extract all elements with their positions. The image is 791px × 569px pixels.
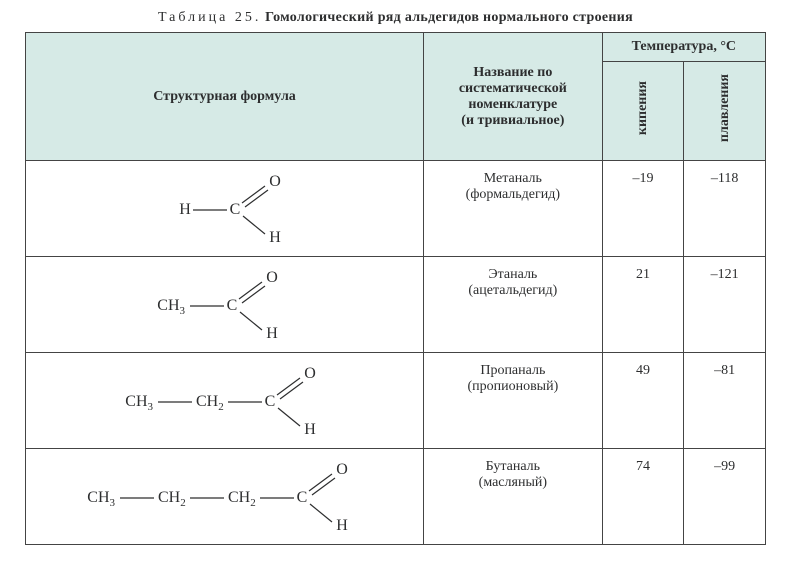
formula-cell: CH3 CH2 CH2 C O H (26, 449, 424, 545)
atom-c: C (296, 489, 307, 506)
compound-name: Этаналь (430, 267, 596, 283)
atom-c: C (226, 297, 237, 314)
formula-cell: CH3 CH2 C O H (26, 353, 424, 449)
atom-ch2: CH2 (196, 393, 224, 413)
compound-name: Метаналь (430, 171, 596, 187)
th-formula-text: Структурная формула (153, 89, 296, 104)
atom-o: O (304, 365, 316, 382)
name-cell: Бутаналь (масляный) (424, 449, 603, 545)
compound-trivial: (масляный) (430, 475, 596, 491)
formula-cell: CH3 C O H (26, 257, 424, 353)
boil-cell: –19 (602, 161, 684, 257)
structure-ethanal: CH3 C O H (110, 262, 340, 348)
th-name: Название по систематической номенклатуре… (424, 33, 603, 161)
th-formula: Структурная формула (26, 33, 424, 161)
melt-cell: –118 (684, 161, 766, 257)
melt-cell: –99 (684, 449, 766, 545)
table-caption: Таблица 25. Гомологический ряд альдегидо… (25, 10, 766, 26)
boil-cell: 49 (602, 353, 684, 449)
th-temp-group: Температура, °C (602, 33, 765, 62)
atom-o: O (269, 173, 281, 190)
atom-o: O (336, 461, 348, 478)
compound-name: Пропаналь (430, 363, 596, 379)
table-row: CH3 CH2 CH2 C O H Бутаналь (масляный) (26, 449, 766, 545)
compound-name: Бутаналь (430, 459, 596, 475)
aldehydes-table: Структурная формула Название по системат… (25, 32, 766, 545)
caption-label: Таблица 25. (158, 10, 261, 25)
th-melt: плавления (684, 62, 766, 161)
table-row: CH3 C O H Этаналь (ацетальдегид) 21 –121 (26, 257, 766, 353)
boil-cell: 21 (602, 257, 684, 353)
compound-trivial: (формальдегид) (430, 187, 596, 203)
atom-c: C (229, 201, 240, 218)
boil-cell: 74 (602, 449, 684, 545)
th-boil-text: кипения (635, 75, 651, 141)
atom-ch3: CH3 (125, 393, 153, 413)
th-boil: кипения (602, 62, 684, 161)
atom-ch2: CH2 (158, 489, 186, 509)
th-name-l1: Название по (473, 65, 552, 80)
atom-o: O (266, 269, 278, 286)
structure-propanal: CH3 CH2 C O H (75, 358, 375, 444)
name-cell: Метаналь (формальдегид) (424, 161, 603, 257)
name-cell: Этаналь (ацетальдегид) (424, 257, 603, 353)
table-row: CH3 CH2 C O H Пропаналь (пропионовый) 49… (26, 353, 766, 449)
compound-trivial: (ацетальдегид) (430, 283, 596, 299)
melt-cell: –121 (684, 257, 766, 353)
atom-ch2: CH2 (228, 489, 256, 509)
th-name-l3: номенклатуре (468, 97, 557, 112)
atom-ch3: CH3 (157, 297, 185, 317)
melt-cell: –81 (684, 353, 766, 449)
atom-h: H (179, 201, 191, 218)
atom-h: H (266, 325, 278, 342)
structure-butanal: CH3 CH2 CH2 C O H (45, 454, 405, 540)
atom-ch3: CH3 (87, 489, 115, 509)
compound-trivial: (пропионовый) (430, 379, 596, 395)
th-name-l2: систематической (459, 81, 567, 96)
atom-h: H (336, 517, 348, 534)
atom-c: C (264, 393, 275, 410)
caption-title: Гомологический ряд альдегидов нормальног… (265, 10, 633, 25)
structure-methanal: H C O H (125, 166, 325, 252)
atom-h: H (269, 229, 281, 246)
atom-h: H (304, 421, 316, 438)
formula-cell: H C O H (26, 161, 424, 257)
name-cell: Пропаналь (пропионовый) (424, 353, 603, 449)
table-row: H C O H Метаналь (формальдегид) –19 –118 (26, 161, 766, 257)
th-name-l4: (и тривиальное) (461, 113, 564, 128)
th-temp-group-text: Температура, °C (632, 39, 736, 54)
th-melt-text: плавления (717, 68, 733, 148)
